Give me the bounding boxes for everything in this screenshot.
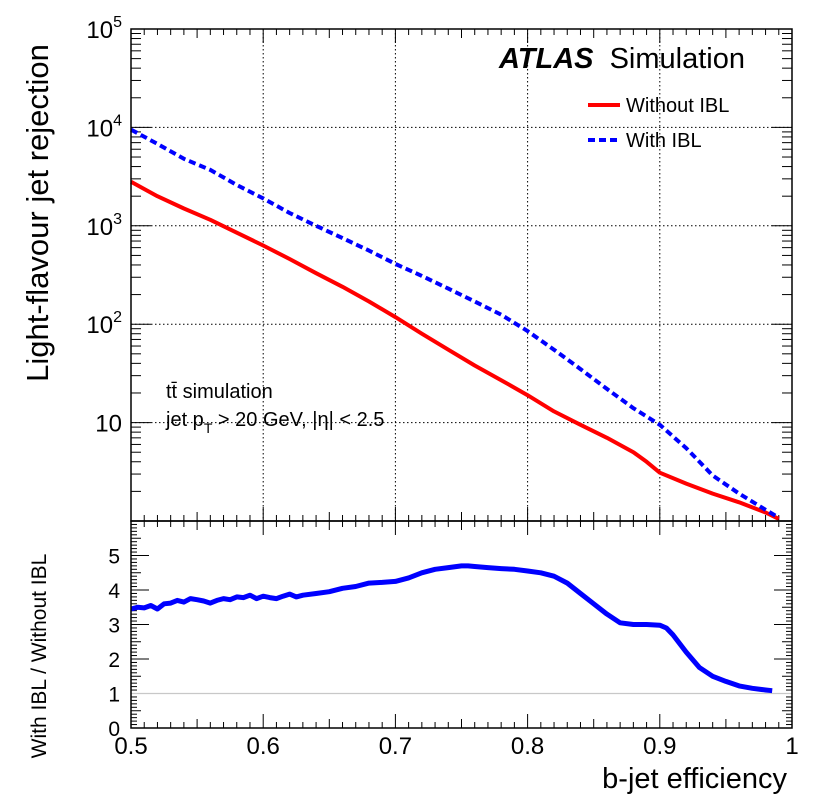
y-tick-label-base: 10	[95, 411, 122, 438]
selection-cut-text: > 20 GeV, |η| < 2.5	[212, 409, 384, 431]
x-tick-label: 1	[785, 733, 798, 760]
y-tick-label-base: 10	[86, 214, 113, 241]
y-tick-label: 0	[108, 718, 120, 741]
legend-label: With IBL	[626, 130, 702, 152]
simulation-label: Simulation	[610, 43, 745, 75]
y-tick-label-base: 10	[86, 115, 113, 142]
x-axis-label: b-jet efficiency	[602, 763, 787, 795]
y-tick-label: 105	[86, 14, 122, 44]
selection-pt-subscript: T	[204, 420, 213, 436]
ratio-series-line	[130, 563, 773, 694]
y-tick-label-exponent: 3	[113, 211, 122, 228]
y-tick-label: 102	[86, 309, 122, 339]
selection-annotation: jet pT > 20 GeV, |η| < 2.5	[165, 409, 384, 436]
legend: Without IBL With IBL	[588, 95, 729, 152]
y-tick-label: 1	[108, 684, 120, 707]
atlas-branding: ATLAS Simulation	[498, 43, 745, 75]
ratio-y-axis-label: With IBL / Without IBL	[28, 554, 51, 759]
y-tick-label: 2	[108, 649, 120, 672]
selection-pt-prefix: jet p	[165, 409, 204, 431]
y-tick-label: 4	[108, 580, 120, 603]
ratio-y-tick-labels: 0 1 2 3 4 5	[108, 546, 120, 742]
y-tick-label: 3	[108, 615, 120, 638]
rejection-y-axis-label: Light-flavour jet rejection	[20, 44, 55, 382]
y-tick-label: 10	[95, 411, 122, 438]
y-tick-label-base: 10	[86, 17, 113, 44]
ratio-ticks	[130, 520, 793, 729]
x-tick-label: 0.9	[643, 733, 676, 760]
legend-label: Without IBL	[626, 95, 729, 117]
y-tick-label: 103	[86, 211, 122, 241]
series-line-with-ibl	[130, 127, 780, 520]
x-tick-label: 0.6	[247, 733, 280, 760]
series-line-without-ibl	[130, 180, 780, 521]
y-tick-label: 104	[86, 112, 122, 142]
atlas-label: ATLAS	[498, 43, 594, 75]
y-tick-label-exponent: 5	[113, 14, 122, 31]
sample-annotation: tt̄ simulation	[166, 381, 273, 403]
y-tick-label: 5	[108, 546, 120, 569]
y-tick-label-base: 10	[86, 312, 113, 339]
ratio-curve	[130, 563, 773, 694]
x-tick-label: 0.7	[379, 733, 412, 760]
y-tick-label-exponent: 2	[113, 309, 122, 326]
ratio-panel: 0 1 2 3 4 5 0.5 0.6 0.7 0.8 0.9 1 With IBL / Witho…	[28, 520, 799, 795]
y-tick-label-exponent: 4	[113, 112, 122, 129]
rejection-curves	[130, 127, 780, 521]
ratio-plot-frame	[130, 520, 793, 729]
x-tick-label: 0.8	[511, 733, 544, 760]
x-tick-labels: 0.5 0.6 0.7 0.8 0.9 1	[114, 733, 798, 760]
x-tick-label: 0.5	[114, 733, 147, 760]
